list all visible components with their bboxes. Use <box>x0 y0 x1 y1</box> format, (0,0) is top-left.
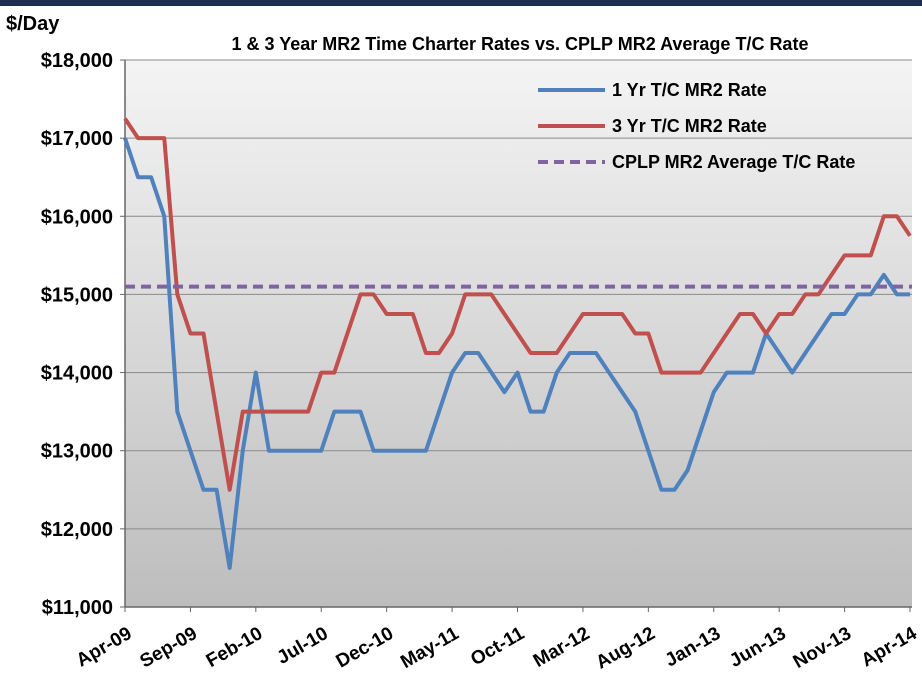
legend-label: CPLP MR2 Average T/C Rate <box>612 152 855 172</box>
x-tick-label: Nov-13 <box>790 623 855 673</box>
x-tick-label: Aug-12 <box>593 623 659 673</box>
x-tick-label: Dec-10 <box>333 623 397 672</box>
legend-label: 1 Yr T/C MR2 Rate <box>612 80 767 100</box>
x-tick-label: Mar-12 <box>530 623 594 672</box>
top-bar <box>0 0 922 6</box>
legend-label: 3 Yr T/C MR2 Rate <box>612 116 767 136</box>
y-tick-label: $18,000 <box>41 50 113 72</box>
series-line <box>123 137 910 570</box>
y-tick-label: $15,000 <box>41 284 113 306</box>
x-tick-label: Jun-13 <box>726 623 790 672</box>
x-tick-label: Sep-09 <box>136 623 200 672</box>
x-tick-label: Apr-14 <box>858 623 921 671</box>
x-tick-label: Oct-11 <box>467 623 528 670</box>
y-axis-label: $/Day <box>6 13 60 35</box>
y-tick-label: $17,000 <box>41 128 113 150</box>
y-tick-label: $13,000 <box>41 441 113 463</box>
y-tick-label: $16,000 <box>41 206 113 228</box>
series-line <box>123 117 912 492</box>
y-tick-label: $12,000 <box>41 519 113 541</box>
y-tick-label: $11,000 <box>42 597 113 619</box>
x-tick-label: May-11 <box>397 623 463 673</box>
x-tick-label: Apr-09 <box>73 623 136 671</box>
chart-title: 1 & 3 Year MR2 Time Charter Rates vs. CP… <box>232 34 809 54</box>
y-tick-label: $14,000 <box>41 363 113 385</box>
x-tick-label: Jul-10 <box>274 623 332 669</box>
x-tick-label: Feb-10 <box>203 623 267 672</box>
x-tick-label: Jan-13 <box>662 623 725 671</box>
